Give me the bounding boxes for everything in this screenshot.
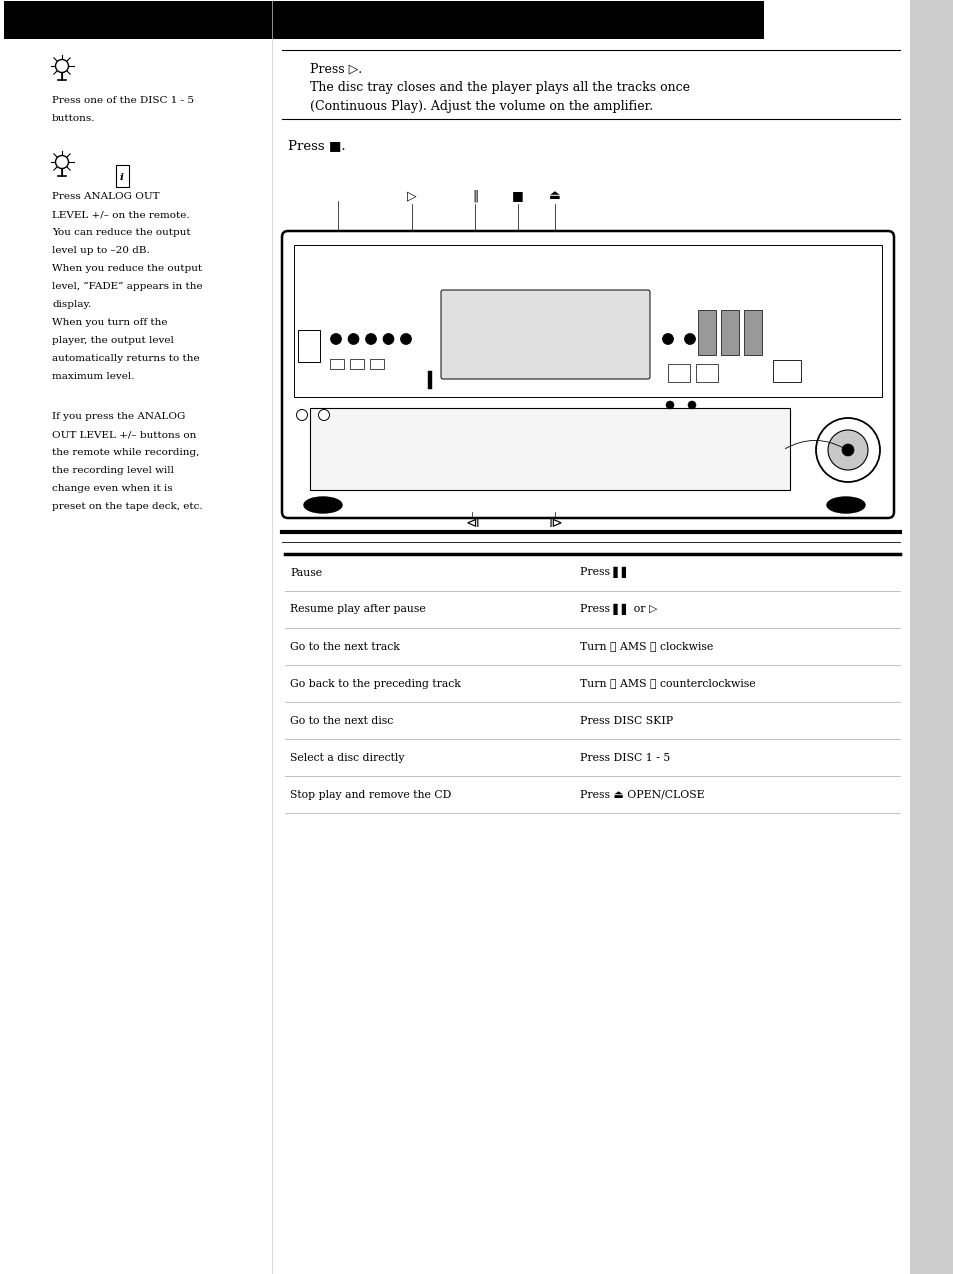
Text: i: i bbox=[120, 172, 124, 181]
Text: Press ▌▌: Press ▌▌ bbox=[579, 567, 630, 578]
Text: If you press the ANALOG: If you press the ANALOG bbox=[52, 412, 185, 420]
Bar bbox=[428, 371, 432, 389]
Circle shape bbox=[661, 334, 673, 344]
Text: Go to the next track: Go to the next track bbox=[290, 642, 399, 651]
Ellipse shape bbox=[826, 497, 864, 513]
Text: level, “FADE” appears in the: level, “FADE” appears in the bbox=[52, 282, 202, 292]
Text: (Continuous Play). Adjust the volume on the amplifier.: (Continuous Play). Adjust the volume on … bbox=[310, 99, 653, 113]
Circle shape bbox=[827, 431, 867, 470]
Text: buttons.: buttons. bbox=[52, 113, 95, 124]
Text: Go to the next disc: Go to the next disc bbox=[290, 716, 393, 725]
Circle shape bbox=[318, 409, 329, 420]
Text: ■: ■ bbox=[512, 189, 523, 203]
FancyBboxPatch shape bbox=[282, 231, 893, 519]
Bar bbox=[667, 364, 689, 382]
Text: Press ▷.: Press ▷. bbox=[310, 62, 362, 75]
Circle shape bbox=[348, 334, 358, 344]
Text: Press DISC SKIP: Press DISC SKIP bbox=[579, 716, 673, 725]
Text: Turn ⧏ AMS ⧐ clockwise: Turn ⧏ AMS ⧐ clockwise bbox=[579, 642, 713, 651]
Text: player, the output level: player, the output level bbox=[52, 336, 173, 345]
Bar bbox=[4, 1, 763, 39]
Text: Stop play and remove the CD: Stop play and remove the CD bbox=[290, 790, 451, 800]
Text: Select a disc directly: Select a disc directly bbox=[290, 753, 404, 763]
Text: The disc tray closes and the player plays all the tracks once: The disc tray closes and the player play… bbox=[310, 82, 689, 94]
Text: Press ■.: Press ■. bbox=[288, 139, 345, 152]
Text: Go back to the preceding track: Go back to the preceding track bbox=[290, 679, 460, 688]
Text: When you turn off the: When you turn off the bbox=[52, 318, 168, 327]
Bar bbox=[772, 361, 801, 382]
Circle shape bbox=[365, 334, 376, 344]
Text: Pause: Pause bbox=[290, 567, 322, 577]
Circle shape bbox=[815, 418, 879, 482]
Text: the recording level will: the recording level will bbox=[52, 466, 173, 475]
Text: change even when it is: change even when it is bbox=[52, 484, 172, 493]
Text: Resume play after pause: Resume play after pause bbox=[290, 604, 425, 614]
Text: Press ⏏ OPEN/CLOSE: Press ⏏ OPEN/CLOSE bbox=[579, 790, 704, 800]
Bar bbox=[696, 364, 718, 382]
Text: ▷: ▷ bbox=[407, 189, 416, 203]
Text: LEVEL +/– on the remote.: LEVEL +/– on the remote. bbox=[52, 210, 190, 219]
Text: ⧏: ⧏ bbox=[464, 516, 478, 530]
Ellipse shape bbox=[304, 497, 341, 513]
Bar bbox=[294, 245, 882, 397]
Bar bbox=[115, 166, 129, 187]
Text: When you reduce the output: When you reduce the output bbox=[52, 264, 202, 273]
Text: automatically returns to the: automatically returns to the bbox=[52, 354, 199, 363]
Text: the remote while recording,: the remote while recording, bbox=[52, 448, 199, 457]
FancyBboxPatch shape bbox=[440, 290, 649, 378]
Text: Press ▌▌ or ▷: Press ▌▌ or ▷ bbox=[579, 604, 657, 615]
Text: level up to –20 dB.: level up to –20 dB. bbox=[52, 246, 150, 255]
Bar bbox=[743, 310, 761, 355]
Circle shape bbox=[841, 445, 853, 456]
Circle shape bbox=[330, 334, 341, 344]
Circle shape bbox=[687, 401, 696, 409]
Bar bbox=[698, 310, 716, 355]
Text: ⧐: ⧐ bbox=[547, 516, 561, 530]
Text: ⏏: ⏏ bbox=[549, 189, 560, 203]
Text: ‖: ‖ bbox=[472, 189, 477, 203]
Text: preset on the tape deck, etc.: preset on the tape deck, etc. bbox=[52, 502, 202, 511]
Text: Press ANALOG OUT: Press ANALOG OUT bbox=[52, 192, 159, 201]
Circle shape bbox=[665, 401, 673, 409]
Bar bbox=[330, 359, 344, 369]
Text: Press one of the DISC 1 - 5: Press one of the DISC 1 - 5 bbox=[52, 96, 193, 104]
Bar bbox=[350, 359, 364, 369]
Bar bbox=[297, 330, 319, 362]
Text: maximum level.: maximum level. bbox=[52, 372, 134, 381]
Circle shape bbox=[382, 334, 394, 344]
Bar bbox=[909, 0, 953, 1274]
Text: OUT LEVEL +/– buttons on: OUT LEVEL +/– buttons on bbox=[52, 431, 196, 440]
Text: Press DISC 1 - 5: Press DISC 1 - 5 bbox=[579, 753, 670, 763]
Text: You can reduce the output: You can reduce the output bbox=[52, 228, 191, 237]
Circle shape bbox=[296, 409, 307, 420]
Circle shape bbox=[400, 334, 411, 344]
Text: Turn ⧏ AMS ⧐ counterclockwise: Turn ⧏ AMS ⧐ counterclockwise bbox=[579, 679, 755, 688]
Bar bbox=[310, 408, 789, 490]
Bar bbox=[370, 359, 384, 369]
Circle shape bbox=[684, 334, 695, 344]
Text: display.: display. bbox=[52, 299, 91, 310]
Bar bbox=[720, 310, 739, 355]
